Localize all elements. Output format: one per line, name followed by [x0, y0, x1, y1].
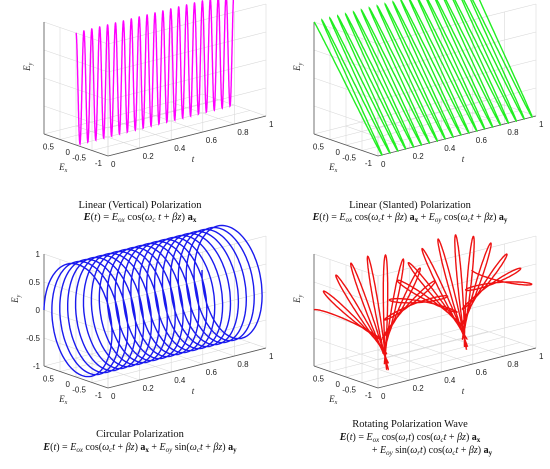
- t-tick-label: 1: [269, 352, 274, 361]
- series-line: [75, 0, 235, 146]
- x-tick-label: 0: [66, 380, 71, 389]
- t-tick-label: 0.8: [507, 128, 519, 137]
- x-axis-label: Ex: [328, 394, 338, 406]
- t-axis-label: t: [462, 386, 465, 396]
- t-tick-label: 1: [539, 120, 544, 129]
- t-tick-label: 0: [111, 160, 116, 169]
- equation-linear-slanted: E(t) = Eox cos(ωct + βz) ax + Eoy cos(ωc…: [312, 212, 508, 224]
- x-axis-label: Ex: [58, 162, 67, 174]
- t-tick-label: 0: [111, 392, 116, 401]
- t-tick-label: 0: [381, 392, 386, 401]
- z-axis-label: Ey: [10, 294, 22, 304]
- z-axis-label: Ey: [22, 62, 34, 72]
- z-tick-label: 0: [36, 306, 41, 315]
- x-tick-label: -0.5: [72, 386, 86, 395]
- t-tick-label: 0.8: [237, 360, 249, 369]
- t-tick-label: 0.4: [174, 376, 186, 385]
- x-tick-label: 0.5: [43, 375, 55, 384]
- t-tick-label: 0.4: [444, 376, 456, 385]
- x-tick-label: 0: [336, 380, 341, 389]
- equation-circular: E(t) = Eox cos(ωct + βz) ax + Eoy sin(ωc…: [42, 442, 237, 454]
- caption-linear-slanted: Linear (Slanted) Polarization: [349, 200, 472, 211]
- caption-rotating: Rotating Polarization Wave: [352, 419, 468, 430]
- t-axis-label: t: [462, 154, 465, 164]
- x-tick-label: 0: [66, 148, 71, 157]
- grid: [313, 235, 537, 389]
- equation-rotating-line2: + Eoy sin(ωrt) cos(ωct + βz) ay: [372, 445, 493, 457]
- x-tick-label: -0.5: [342, 386, 356, 395]
- t-tick-label: 0.2: [413, 152, 425, 161]
- t-tick-label: 0.6: [206, 136, 218, 145]
- z-axis-label: Ey: [292, 294, 304, 304]
- x-axis-label: Ex: [328, 162, 338, 174]
- z-tick-label: -0.5: [26, 334, 40, 343]
- t-tick-label: 1: [539, 352, 544, 361]
- z-axis-label: Ey: [292, 62, 304, 72]
- t-tick-label: 0.8: [507, 360, 519, 369]
- t-tick-label: 0.4: [444, 144, 456, 153]
- t-tick-label: 0.4: [174, 144, 186, 153]
- grid: [43, 3, 267, 157]
- z-tick-label: -1: [33, 362, 41, 371]
- x-tick-label: -0.5: [342, 154, 356, 163]
- x-tick-label: 0.5: [43, 143, 55, 152]
- x-tick-label: -1: [365, 391, 373, 400]
- caption-linear-vertical: Linear (Vertical) Polarization: [78, 200, 202, 211]
- z-tick-label: 1: [36, 250, 41, 259]
- t-tick-label: 0.2: [143, 384, 155, 393]
- x-axis-label: Ex: [58, 394, 67, 406]
- series-line: [313, 0, 533, 156]
- t-tick-label: 1: [269, 120, 274, 129]
- x-tick-label: -0.5: [72, 154, 86, 163]
- t-tick-label: 0.2: [143, 152, 155, 161]
- x-tick-label: -1: [365, 159, 373, 168]
- t-axis-label: t: [192, 386, 195, 396]
- t-tick-label: 0.8: [237, 128, 249, 137]
- caption-circular: Circular Polarization: [96, 429, 185, 440]
- x-tick-label: 0: [336, 148, 341, 157]
- t-tick-label: 0.2: [413, 384, 425, 393]
- x-tick-label: 0.5: [313, 143, 325, 152]
- x-tick-label: -1: [95, 159, 103, 168]
- x-tick-label: -1: [95, 391, 103, 400]
- t-tick-label: 0.6: [476, 368, 488, 377]
- series-line: [43, 224, 263, 378]
- z-tick-label: 0.5: [29, 278, 41, 287]
- t-tick-label: 0.6: [206, 368, 218, 377]
- equation-linear-vertical: E(t) = Eox cos(ωc t + βz) ax: [83, 212, 197, 224]
- series-line: [313, 234, 533, 371]
- t-tick-label: 0: [381, 160, 386, 169]
- t-tick-label: 0.6: [476, 136, 488, 145]
- equation-rotating-line1: E(t) = Eox cos(ωrt) cos(ωct + βz) ax: [339, 432, 481, 444]
- x-tick-label: 0.5: [313, 375, 325, 384]
- t-axis-label: t: [192, 154, 195, 164]
